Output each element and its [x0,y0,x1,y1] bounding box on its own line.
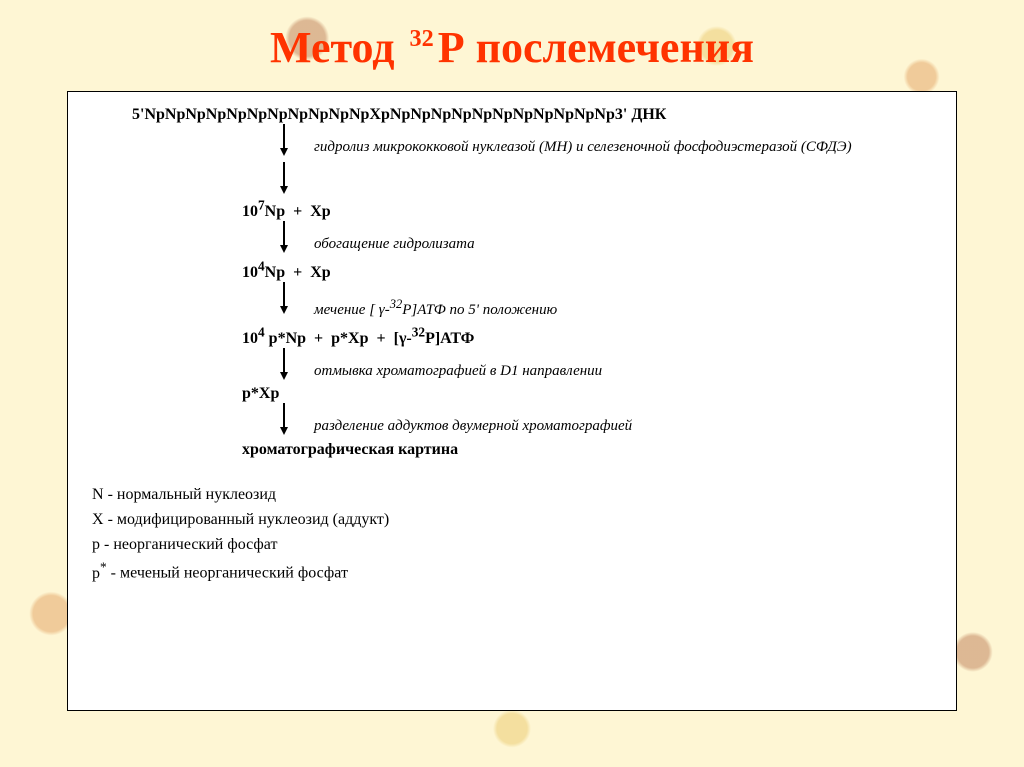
title-pre: Метод [270,23,406,72]
dna-sequence: 5'NpNpNpNpNpNpNpNpNpNpNpXpNpNpNpNpNpNpNp… [132,106,932,124]
legend-item: p - неорганический фосфат [92,533,932,558]
flow-arrow-row: гидролиз микрококковой нуклеазой (МН) и … [262,138,932,194]
flow-arrow-row: отмывка хроматографией в D1 направлении [262,362,932,382]
step-caption: гидролиз микрококковой нуклеазой (МН) и … [314,138,932,158]
step-value: p*Xp [242,385,932,403]
arrow-icon [262,282,306,314]
diagram-panel: 5'NpNpNpNpNpNpNpNpNpNpNpXpNpNpNpNpNpNpNp… [67,91,957,711]
slide-root: { "panel": { "border_color": "#000000", … [0,0,1024,767]
legend-item: X - модифицированный нуклеозид (аддукт) [92,508,932,533]
step-value: хроматографическая картина [242,441,932,459]
step-caption: разделение аддуктов двумерной хроматогра… [314,417,932,437]
step-caption: обогащение гидролизата [314,235,932,255]
arrow-icon [262,221,306,253]
arrow-icon [262,124,306,194]
flow-arrow-row: обогащение гидролизата [262,235,932,255]
flow-arrow-row: мечение [ γ-32P]АТФ по 5' положению [262,296,932,321]
step-caption: мечение [ γ-32P]АТФ по 5' положению [314,296,932,321]
legend-item: N - нормальный нуклеозид [92,483,932,508]
step-value: 104Np + Xp [242,259,932,282]
flow-arrow-row: разделение аддуктов двумерной хроматогра… [262,417,932,437]
slide-title: Метод 32Р послемечения [0,0,1024,73]
arrow-icon [262,403,306,435]
step-value: 104 p*Np + p*Xp + [γ-32P]АТФ [242,325,932,348]
title-post: Р послемечения [438,23,754,72]
step-value: 107Np + Xp [242,198,932,221]
flow-container: гидролиз микрококковой нуклеазой (МН) и … [262,138,932,459]
legend: N - нормальный нуклеозидX - модифицирова… [92,483,932,587]
legend-item: p* - меченый неорганический фосфат [92,557,932,586]
arrow-icon [262,348,306,380]
title-sup: 32 [410,25,434,52]
step-caption: отмывка хроматографией в D1 направлении [314,362,932,382]
